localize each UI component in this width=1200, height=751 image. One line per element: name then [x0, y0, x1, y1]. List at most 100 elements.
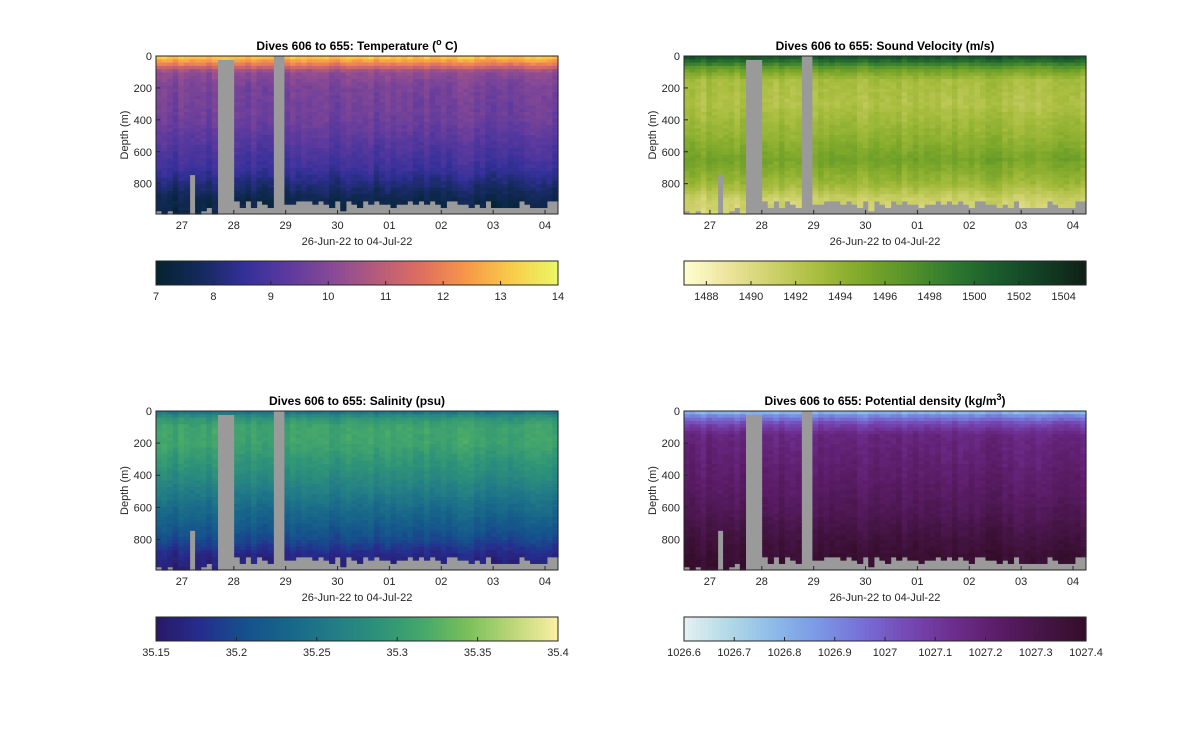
heatmap-cell: [868, 167, 875, 172]
heatmap-cell: [868, 190, 875, 195]
heatmap-cell: [700, 88, 707, 93]
heatmap-cell: [823, 135, 830, 139]
heatmap-cell: [340, 204, 347, 209]
heatmap-cell: [524, 144, 531, 149]
heatmap-cell: [340, 148, 347, 153]
heatmap-cell: [446, 171, 453, 176]
heatmap-cell: [284, 171, 291, 176]
heatmap-cell: [845, 95, 853, 100]
heatmap-cell: [429, 167, 436, 172]
heatmap-cell: [183, 69, 191, 74]
heatmap-cell: [463, 72, 470, 77]
heatmap-cell: [262, 56, 269, 60]
heatmap-cell: [396, 59, 403, 64]
heatmap-cell: [711, 131, 719, 136]
heatmap-cell: [507, 56, 514, 60]
heatmap-cell: [929, 128, 936, 133]
heatmap-cell: [739, 95, 747, 100]
colorbar-swatch: [357, 261, 362, 285]
heatmap-cell: [250, 115, 258, 120]
heatmap-cell: [245, 181, 252, 185]
heatmap-cell: [479, 197, 487, 202]
heatmap-cell: [684, 158, 691, 162]
heatmap-cell: [156, 56, 163, 60]
heatmap-cell: [907, 98, 914, 103]
heatmap-cell: [329, 135, 336, 139]
heatmap-cell: [823, 164, 830, 169]
heatmap-cell: [424, 108, 431, 113]
heatmap-cell: [890, 194, 897, 199]
heatmap-cell: [295, 62, 302, 67]
heatmap-cell: [840, 65, 847, 70]
heatmap-cell: [706, 148, 713, 153]
heatmap-cell: [706, 204, 713, 209]
colorbar-swatch: [156, 261, 161, 285]
heatmap-cell: [840, 85, 847, 90]
heatmap-cell: [290, 194, 297, 199]
heatmap-cell: [301, 56, 308, 60]
heatmap-cell: [491, 181, 498, 185]
heatmap-cell: [156, 174, 163, 179]
heatmap-cell: [306, 102, 313, 106]
heatmap-cell: [773, 154, 780, 159]
heatmap-cell: [734, 158, 741, 162]
heatmap-cell: [206, 118, 213, 123]
heatmap-cell: [435, 144, 442, 149]
heatmap-cell: [778, 85, 786, 90]
heatmap-cell: [873, 125, 881, 130]
heatmap-cell: [172, 161, 179, 166]
heatmap-cell: [161, 184, 168, 189]
heatmap-cell: [167, 171, 174, 176]
heatmap-cell: [262, 167, 269, 172]
heatmap-cell: [250, 69, 258, 74]
heatmap-cell: [167, 161, 174, 166]
heatmap-cell: [901, 144, 908, 149]
heatmap-cell: [183, 62, 191, 67]
heatmap-cell: [717, 95, 724, 100]
heatmap-cell: [711, 69, 719, 74]
heatmap-cell: [862, 115, 869, 120]
heatmap-cell: [317, 62, 325, 67]
heatmap-cell: [873, 161, 881, 166]
heatmap-cell: [340, 161, 347, 166]
heatmap-cell: [446, 105, 453, 110]
heatmap-cell: [178, 144, 185, 149]
heatmap-cell: [396, 197, 403, 202]
heatmap-cell: [823, 88, 830, 93]
heatmap-cell: [446, 111, 453, 116]
heatmap-cell: [862, 125, 869, 130]
heatmap-cell: [706, 151, 713, 156]
heatmap-cell: [250, 161, 258, 166]
heatmap-cell: [890, 98, 897, 103]
heatmap-cell: [723, 69, 730, 74]
heatmap-cell: [912, 56, 920, 60]
heatmap-cell: [200, 92, 207, 97]
heatmap-cell: [723, 75, 730, 80]
heatmap-cell: [379, 98, 386, 103]
heatmap-cell: [362, 138, 369, 143]
heatmap-cell: [424, 59, 431, 64]
heatmap-cell: [552, 79, 559, 83]
heatmap-cell: [234, 161, 241, 166]
heatmap-cell: [206, 128, 213, 133]
heatmap-cell: [739, 65, 747, 70]
heatmap-cell: [535, 131, 542, 136]
colorbar-swatch: [397, 261, 402, 285]
heatmap-cell: [396, 79, 403, 83]
heatmap-cell: [924, 92, 931, 97]
heatmap-cell: [929, 138, 936, 143]
heatmap-cell: [206, 82, 213, 87]
heatmap-cell: [890, 181, 897, 185]
heatmap-cell: [379, 184, 386, 189]
heatmap-cell: [334, 154, 341, 159]
heatmap-cell: [552, 141, 559, 146]
heatmap-cell: [290, 135, 297, 139]
heatmap-cell: [890, 161, 897, 166]
heatmap-cell: [384, 161, 392, 166]
heatmap-cell: [706, 161, 713, 166]
heatmap-cell: [706, 144, 713, 149]
heatmap-cell: [262, 190, 269, 195]
heatmap-cell: [784, 72, 791, 77]
heatmap-cell: [845, 88, 853, 93]
heatmap-cell: [700, 181, 707, 185]
